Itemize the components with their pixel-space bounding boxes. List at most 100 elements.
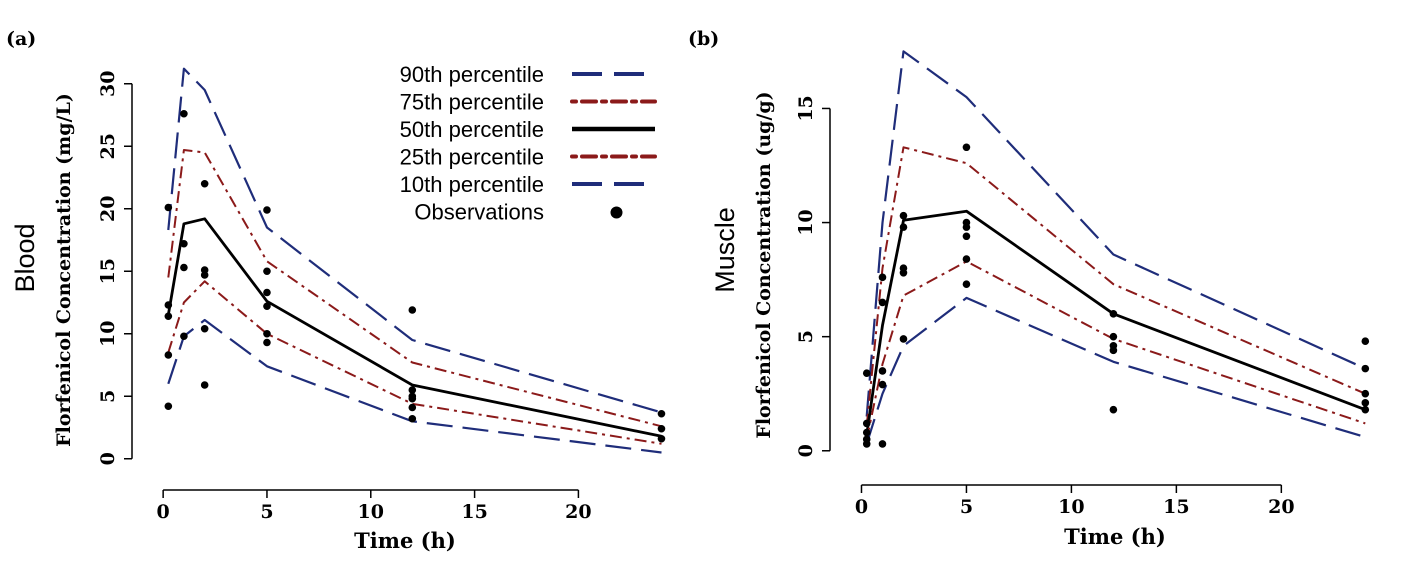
y-tick-label: 10 bbox=[795, 209, 817, 235]
observation-point bbox=[263, 288, 271, 297]
series-line-p75 bbox=[167, 149, 662, 428]
observation-point bbox=[1361, 389, 1370, 398]
y-tick-label: 0 bbox=[97, 452, 119, 465]
x-tick-label: 15 bbox=[1163, 496, 1189, 518]
x-tick-label: 10 bbox=[358, 501, 384, 523]
observation-point bbox=[878, 298, 887, 307]
observation-point bbox=[408, 403, 417, 412]
observation-point bbox=[657, 409, 666, 418]
y-tick-label: 30 bbox=[97, 71, 119, 97]
legend-label-p75: 75th percentile bbox=[400, 90, 544, 115]
observation-point bbox=[1109, 405, 1118, 414]
observation-point bbox=[1109, 346, 1118, 355]
legend-label-p90: 90th percentile bbox=[400, 62, 544, 87]
y-tick-label: 15 bbox=[97, 258, 119, 284]
observation-point bbox=[408, 306, 417, 314]
observation-point bbox=[408, 394, 417, 403]
series-line-p90 bbox=[865, 50, 1366, 417]
observation-point bbox=[1109, 310, 1118, 318]
x-tick-label: 0 bbox=[157, 501, 170, 523]
observation-point bbox=[878, 273, 887, 282]
observation-point bbox=[200, 324, 209, 333]
series-line-p50 bbox=[166, 217, 662, 438]
observation-point bbox=[180, 239, 188, 248]
observation-point bbox=[962, 232, 971, 241]
observation-point bbox=[164, 301, 173, 309]
observation-point bbox=[878, 380, 887, 389]
x-tick-label: 20 bbox=[565, 501, 591, 523]
y-tick-label: 20 bbox=[97, 196, 119, 222]
series-group-b bbox=[865, 50, 1366, 445]
y-axis-title-a: Florfenicol Concentration (mg/L) bbox=[53, 93, 75, 447]
panel-label-a: (a) bbox=[6, 28, 36, 50]
series-line-p10 bbox=[865, 296, 1366, 445]
observation-point bbox=[263, 267, 271, 276]
observation-point bbox=[878, 367, 887, 375]
observation-point bbox=[862, 428, 871, 437]
x-tick-label: 5 bbox=[260, 501, 273, 523]
y-tick-label: 0 bbox=[795, 444, 817, 457]
observations-group-a bbox=[164, 109, 666, 443]
observation-point bbox=[164, 402, 173, 411]
observation-point bbox=[263, 206, 271, 214]
y-tick-label: 5 bbox=[795, 330, 817, 343]
observation-point bbox=[962, 143, 971, 152]
panel-label-b: (b) bbox=[688, 28, 719, 50]
observation-point bbox=[164, 203, 173, 212]
legend-marker-obs bbox=[610, 206, 623, 219]
y-tick-label: 5 bbox=[97, 390, 119, 403]
series-line-p75 bbox=[865, 146, 1366, 426]
legend-label-p50: 50th percentile bbox=[400, 117, 544, 142]
observation-point bbox=[180, 332, 188, 341]
observation-point bbox=[899, 211, 908, 220]
observation-point bbox=[899, 335, 908, 343]
observation-point bbox=[962, 223, 971, 231]
y-tick-label: 25 bbox=[97, 133, 119, 159]
axes-b: 0 5 10 15 0 5 10 15 20 bbox=[795, 95, 1295, 518]
tissue-label-blood: Blood bbox=[10, 223, 40, 292]
observation-point bbox=[899, 268, 908, 277]
y-tick-label: 15 bbox=[795, 95, 817, 121]
series-group-a bbox=[166, 67, 662, 454]
observation-point bbox=[180, 263, 188, 272]
x-tick-label: 10 bbox=[1058, 496, 1084, 518]
observation-point bbox=[962, 255, 971, 263]
legend-label-obs: Observations bbox=[414, 200, 544, 225]
legend-label-p10: 10th percentile bbox=[400, 172, 544, 197]
series-line-p25 bbox=[865, 260, 1366, 440]
legend-label-p25: 25th percentile bbox=[400, 145, 544, 170]
observation-point bbox=[878, 440, 887, 448]
observation-point bbox=[1361, 337, 1370, 346]
y-axis-title-b: Florfenicol Concentration (ug/g) bbox=[753, 91, 775, 438]
observation-point bbox=[200, 179, 209, 188]
observation-point bbox=[263, 329, 271, 338]
observation-point bbox=[657, 424, 666, 433]
observation-point bbox=[164, 312, 173, 321]
series-line-p25 bbox=[167, 280, 662, 445]
observation-point bbox=[899, 223, 908, 231]
observation-point bbox=[200, 271, 209, 279]
observation-point bbox=[408, 386, 417, 394]
series-line-p10 bbox=[167, 318, 662, 454]
x-axis-title-a: Time (h) bbox=[354, 528, 456, 553]
observation-point bbox=[862, 369, 871, 377]
observation-point bbox=[1361, 399, 1370, 407]
x-tick-label: 15 bbox=[461, 501, 487, 523]
series-line-p50 bbox=[865, 209, 1366, 435]
panel-a-blood: (a) Blood Florfenicol Concentration (mg/… bbox=[6, 28, 666, 553]
observation-point bbox=[862, 440, 871, 448]
observation-point bbox=[263, 338, 271, 347]
observation-point bbox=[1361, 405, 1370, 414]
x-tick-label: 20 bbox=[1268, 496, 1294, 518]
observation-point bbox=[862, 419, 871, 428]
panel-b-muscle: (b) Muscle Florfenicol Concentration (ug… bbox=[688, 28, 1370, 549]
observation-point bbox=[657, 434, 666, 443]
observation-point bbox=[962, 280, 971, 288]
series-line-p90 bbox=[167, 67, 662, 414]
observation-point bbox=[1361, 364, 1370, 373]
x-axis-title-b: Time (h) bbox=[1064, 524, 1166, 549]
observation-point bbox=[408, 414, 417, 423]
observation-point bbox=[164, 351, 173, 359]
